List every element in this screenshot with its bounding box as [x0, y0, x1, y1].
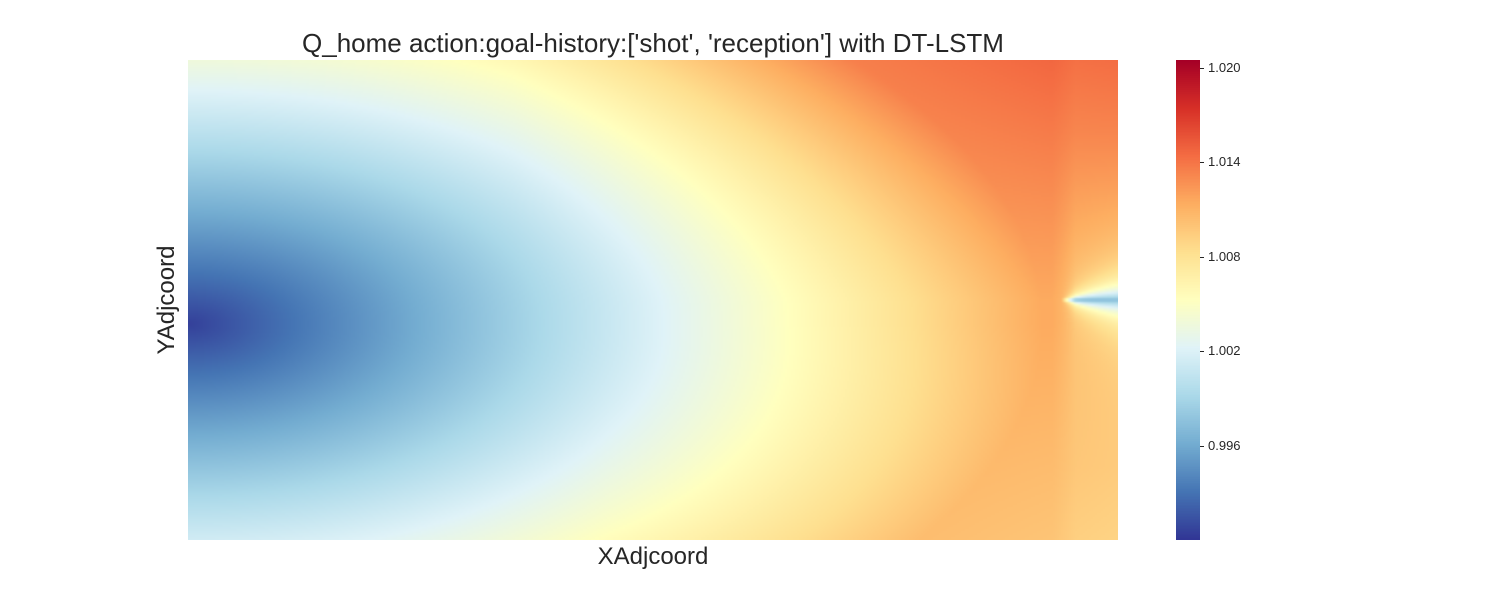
- colorbar-tick: [1200, 162, 1204, 164]
- x-axis-label: XAdjcoord: [597, 543, 709, 570]
- colorbar-tick: [1200, 256, 1204, 258]
- colorbar-tick-label: 1.002: [1208, 343, 1241, 359]
- chart-title: Q_home action:goal-history:['shot', 'rec…: [302, 28, 1004, 58]
- colorbar-tick-label: 0.996: [1208, 437, 1241, 453]
- colorbar-tick-label: 1.014: [1208, 154, 1241, 170]
- colorbar-tick: [1200, 445, 1204, 447]
- colorbar: [1176, 60, 1200, 540]
- colorbar-tick: [1200, 351, 1204, 353]
- heatmap-plot: [188, 60, 1118, 540]
- colorbar-tick-label: 1.008: [1208, 248, 1241, 264]
- colorbar-tick: [1200, 67, 1204, 69]
- y-axis-label: YAdjcoord: [153, 245, 180, 355]
- colorbar-tick-label: 1.020: [1208, 59, 1241, 75]
